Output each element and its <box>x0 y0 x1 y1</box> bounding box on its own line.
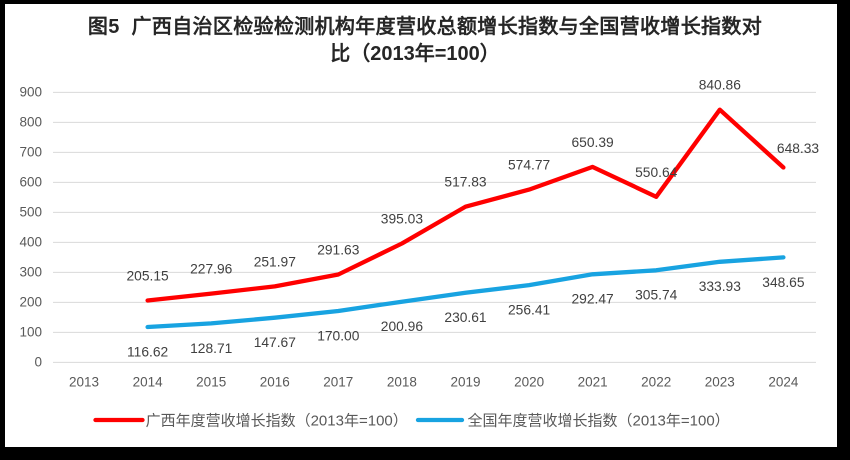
svg-text:2018: 2018 <box>387 375 417 390</box>
svg-text:230.61: 230.61 <box>444 310 486 325</box>
svg-text:648.33: 648.33 <box>777 141 820 156</box>
svg-text:2019: 2019 <box>450 375 480 390</box>
svg-text:348.65: 348.65 <box>762 275 805 290</box>
svg-text:0: 0 <box>34 355 42 370</box>
svg-text:333.93: 333.93 <box>699 279 742 294</box>
svg-text:2021: 2021 <box>578 375 608 390</box>
svg-text:291.63: 291.63 <box>317 243 360 258</box>
svg-text:500: 500 <box>19 205 42 220</box>
svg-text:比（2013年=100）: 比（2013年=100） <box>330 41 500 65</box>
svg-text:400: 400 <box>19 235 42 250</box>
svg-text:395.03: 395.03 <box>381 212 424 227</box>
svg-text:227.96: 227.96 <box>190 262 233 277</box>
svg-text:305.74: 305.74 <box>635 288 678 303</box>
svg-text:200.96: 200.96 <box>381 319 424 334</box>
svg-text:900: 900 <box>19 85 42 100</box>
svg-text:300: 300 <box>19 265 42 280</box>
svg-text:840.86: 840.86 <box>699 78 742 93</box>
svg-text:2014: 2014 <box>133 375 164 390</box>
svg-text:517.83: 517.83 <box>444 175 487 190</box>
svg-text:205.15: 205.15 <box>126 269 169 284</box>
svg-text:800: 800 <box>19 115 42 130</box>
svg-text:170.00: 170.00 <box>317 328 360 343</box>
svg-text:图5 广西自治区检验检测机构年度营收总额增长指数与全国营收: 图5 广西自治区检验检测机构年度营收总额增长指数与全国营收增长指数对 <box>88 14 762 38</box>
svg-text:2023: 2023 <box>705 375 735 390</box>
svg-text:700: 700 <box>19 145 42 160</box>
svg-text:100: 100 <box>19 325 42 340</box>
svg-text:2015: 2015 <box>196 375 226 390</box>
svg-text:200: 200 <box>19 295 42 310</box>
svg-text:650.39: 650.39 <box>571 135 614 150</box>
svg-text:600: 600 <box>19 175 42 190</box>
svg-text:2017: 2017 <box>323 375 353 390</box>
svg-text:550.64: 550.64 <box>635 165 678 180</box>
svg-text:2020: 2020 <box>514 375 544 390</box>
svg-text:全国年度营收增长指数（2013年=100）: 全国年度营收增长指数（2013年=100） <box>468 412 730 430</box>
svg-text:574.77: 574.77 <box>508 158 550 173</box>
svg-text:147.67: 147.67 <box>254 335 296 350</box>
svg-text:256.41: 256.41 <box>508 303 550 318</box>
svg-text:292.47: 292.47 <box>571 292 613 307</box>
svg-text:广西年度营收增长指数（2013年=100）: 广西年度营收增长指数（2013年=100） <box>146 413 408 430</box>
svg-text:251.97: 251.97 <box>254 254 296 269</box>
svg-text:2013: 2013 <box>69 375 99 390</box>
svg-text:2022: 2022 <box>641 375 671 390</box>
svg-text:2016: 2016 <box>260 375 290 390</box>
svg-text:2024: 2024 <box>768 375 799 390</box>
svg-text:116.62: 116.62 <box>127 344 168 359</box>
svg-text:128.71: 128.71 <box>190 341 232 356</box>
